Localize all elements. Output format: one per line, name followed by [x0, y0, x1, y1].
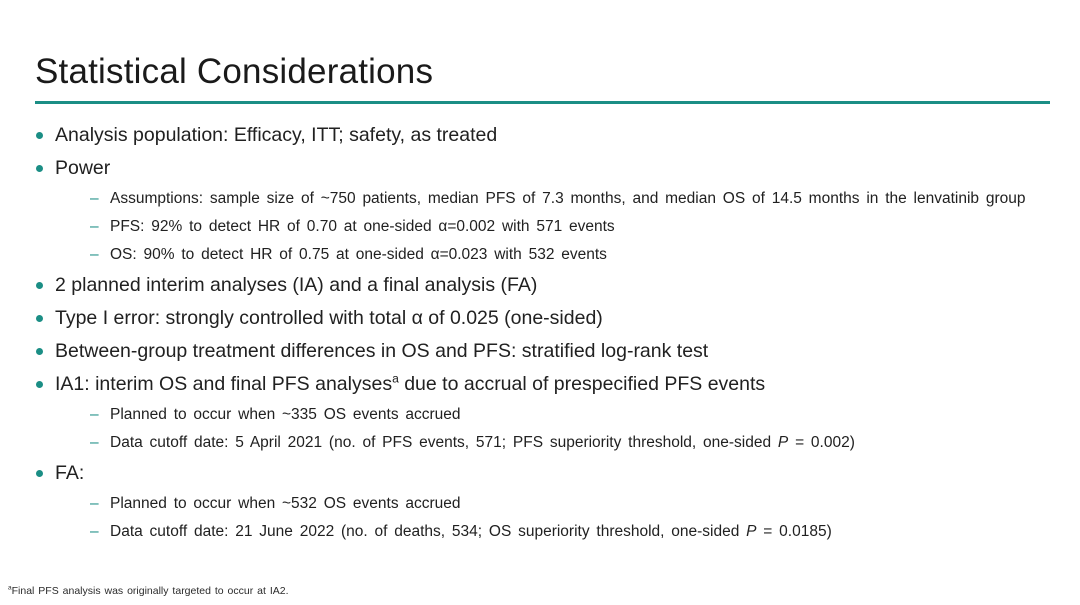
list-item-text: Between-group treatment differences in O…: [55, 340, 709, 362]
list-item-ia1-planned: Planned to occur when ~335 OS events acc…: [90, 401, 1047, 429]
list-item-text: OS: 90% to detect HR of 0.75 at one-side…: [110, 246, 607, 263]
bullet-icon: [35, 335, 55, 368]
list-item-text: Analysis population: Efficacy, ITT; safe…: [55, 124, 498, 146]
list-item-text: IA1: interim OS and final PFS analysesa …: [55, 368, 765, 401]
p-value-symbol: P: [777, 434, 789, 451]
footnote-text: Final PFS analysis was originally target…: [11, 585, 289, 597]
list-item-text: PFS: 92% to detect HR of 0.70 at one-sid…: [110, 218, 615, 235]
list-item-fa-planned: Planned to occur when ~532 OS events acc…: [90, 490, 1047, 518]
page-title: Statistical Considerations: [35, 52, 434, 91]
fa-cutoff-text: Data cutoff date: 21 June 2022 (no. of d…: [110, 523, 747, 540]
bullet-icon: [35, 457, 55, 490]
p-value-symbol: P: [746, 523, 757, 540]
list-item-text: Planned to occur when ~335 OS events acc…: [110, 406, 461, 423]
list-item-text: Type I error: strongly controlled with t…: [55, 307, 603, 329]
ia1-text-after: due to accrual of prespecified PFS event…: [398, 373, 766, 395]
dash-icon: [90, 518, 110, 546]
bullet-icon: [35, 368, 55, 401]
list-item-assumptions: Assumptions: sample size of ~750 patient…: [90, 185, 1047, 213]
list-item-os-power: OS: 90% to detect HR of 0.75 at one-side…: [90, 241, 1047, 269]
list-item-pfs-power: PFS: 92% to detect HR of 0.70 at one-sid…: [90, 213, 1047, 241]
list-item-text: Data cutoff date: 5 April 2021 (no. of P…: [110, 429, 1047, 457]
dash-icon: [90, 490, 110, 518]
list-item-ia1-cutoff: Data cutoff date: 5 April 2021 (no. of P…: [90, 429, 1047, 457]
list-item-text: Assumptions: sample size of ~750 patient…: [110, 190, 1026, 207]
list-item-text: Power: [55, 157, 111, 179]
list-item-power: Power: [35, 152, 1047, 185]
dash-icon: [90, 241, 110, 269]
bullet-icon: [35, 119, 55, 152]
footnote-marker: a: [392, 371, 399, 386]
dash-icon: [90, 185, 110, 213]
fa-cutoff-value: = 0.0185): [756, 523, 832, 540]
bullet-icon: [35, 269, 55, 302]
title-underline: [35, 101, 1050, 104]
bullet-icon: [35, 152, 55, 185]
list-item-text: FA:: [55, 462, 85, 484]
footnote: aFinal PFS analysis was originally targe…: [8, 585, 289, 597]
list-item-type-i-error: Type I error: strongly controlled with t…: [35, 302, 1047, 335]
list-item-text: 2 planned interim analyses (IA) and a fi…: [55, 274, 538, 296]
list-item-analysis-population: Analysis population: Efficacy, ITT; safe…: [35, 119, 1047, 152]
ia1-cutoff-text: Data cutoff date: 5 April 2021 (no. of P…: [110, 434, 778, 451]
list-item-between-group: Between-group treatment differences in O…: [35, 335, 1047, 368]
dash-icon: [90, 213, 110, 241]
list-item-fa: FA:: [35, 457, 1047, 490]
footnote-marker: a: [8, 584, 12, 592]
list-item-interim-analyses: 2 planned interim analyses (IA) and a fi…: [35, 269, 1047, 302]
list-item-text: Data cutoff date: 21 June 2022 (no. of d…: [110, 518, 1047, 546]
ia1-text: IA1: interim OS and final PFS analyses: [55, 373, 393, 395]
dash-icon: [90, 429, 110, 457]
bullet-list: Analysis population: Efficacy, ITT; safe…: [35, 119, 1047, 546]
list-item-text: Planned to occur when ~532 OS events acc…: [110, 495, 461, 512]
dash-icon: [90, 401, 110, 429]
list-item-ia1: IA1: interim OS and final PFS analysesa …: [35, 368, 1047, 401]
ia1-cutoff-value: = 0.002): [788, 434, 855, 451]
bullet-icon: [35, 302, 55, 335]
list-item-fa-cutoff: Data cutoff date: 21 June 2022 (no. of d…: [90, 518, 1047, 546]
